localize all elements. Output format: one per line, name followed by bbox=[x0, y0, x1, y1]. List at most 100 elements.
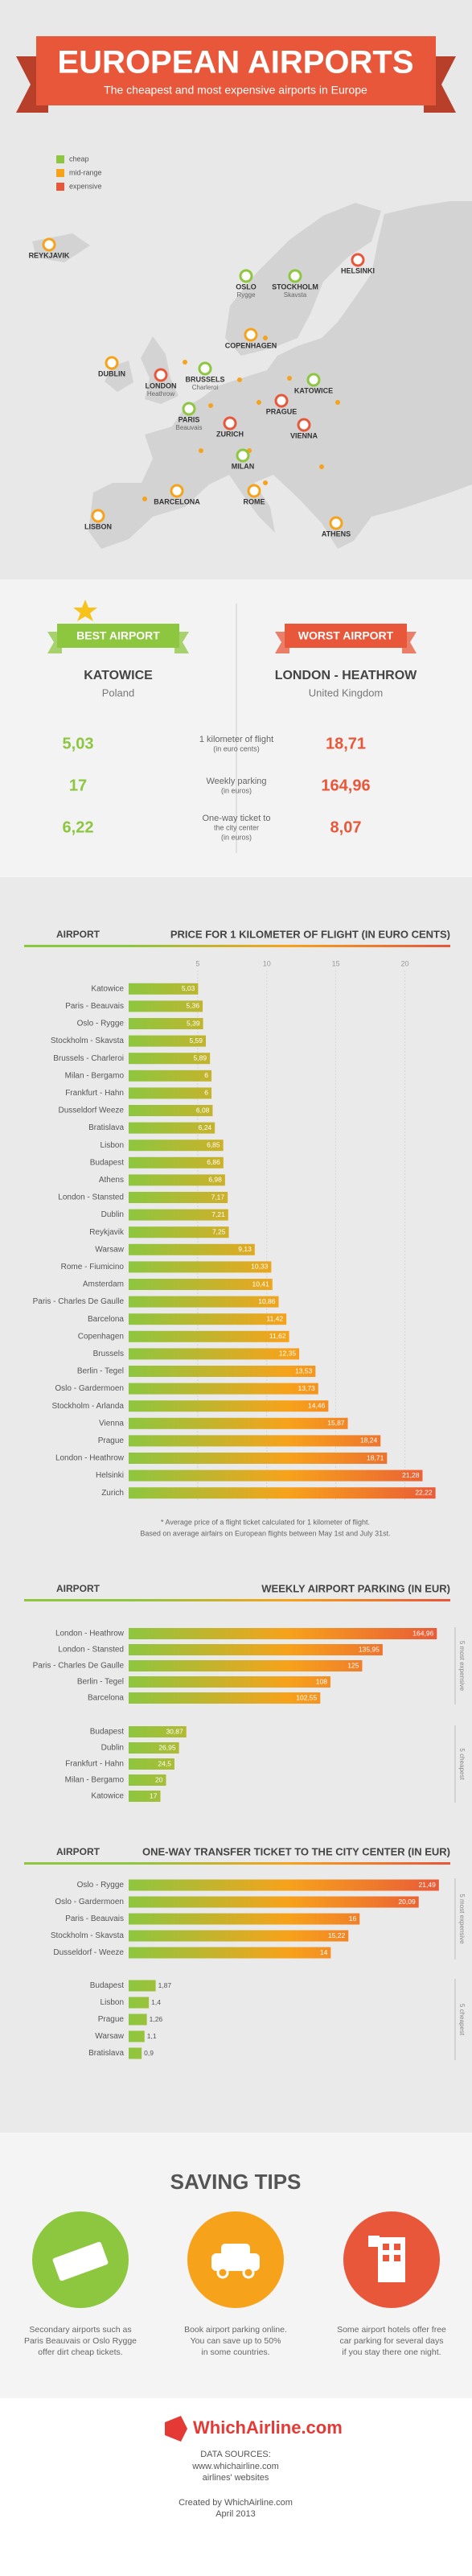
category-label: Vienna bbox=[99, 1419, 124, 1428]
bar bbox=[129, 1913, 360, 1925]
airport-name: LONDON - HEATHROW bbox=[275, 669, 417, 682]
logo-mark bbox=[165, 2416, 187, 2442]
row-label: (in euros) bbox=[221, 786, 252, 794]
tip-text: Some airport hotels offer free bbox=[337, 2325, 446, 2335]
category-label: Barcelona bbox=[88, 1694, 124, 1703]
value-label: 10,33 bbox=[251, 1263, 269, 1271]
city-marker bbox=[239, 269, 253, 283]
city-marker bbox=[288, 269, 302, 283]
city-name: MILAN bbox=[232, 462, 255, 470]
x-tick-label: 15 bbox=[332, 959, 340, 967]
value-label: 13,73 bbox=[298, 1384, 316, 1392]
value-label: 0,9 bbox=[144, 2049, 154, 2057]
value-label: 21,28 bbox=[402, 1471, 420, 1479]
bar bbox=[129, 1313, 287, 1325]
bar bbox=[129, 1676, 330, 1688]
city-name: BARCELONA bbox=[154, 497, 200, 505]
category-label: Budapest bbox=[90, 1158, 124, 1167]
city-name: ROME bbox=[244, 497, 265, 505]
bar bbox=[129, 983, 199, 995]
value-label: 9,13 bbox=[238, 1245, 252, 1253]
category-label: Dublin bbox=[101, 1744, 124, 1753]
city-marker bbox=[223, 416, 237, 431]
city-marker bbox=[297, 418, 311, 432]
bar bbox=[129, 1174, 225, 1186]
city-marker bbox=[198, 361, 212, 376]
x-tick-label: 20 bbox=[400, 959, 408, 967]
value-label: 5,03 bbox=[182, 984, 195, 992]
bar bbox=[129, 1628, 437, 1639]
value-label: 12,35 bbox=[279, 1350, 297, 1358]
bar bbox=[129, 1209, 228, 1221]
star bbox=[73, 600, 97, 621]
category-label: Frankfurt - Hahn bbox=[65, 1089, 124, 1098]
bar bbox=[129, 1070, 212, 1082]
category-label: London - Stansted bbox=[58, 1646, 124, 1655]
city-marker bbox=[351, 253, 365, 267]
bar bbox=[129, 1400, 329, 1412]
row-label: Weekly parking bbox=[207, 777, 267, 786]
value-label: 102,55 bbox=[296, 1693, 317, 1701]
bar bbox=[129, 1261, 272, 1273]
tip-text: car parking for several days bbox=[340, 2336, 444, 2346]
value-label: 18,71 bbox=[367, 1453, 384, 1461]
category-label: Barcelona bbox=[88, 1315, 124, 1324]
value-label: 21,49 bbox=[419, 1881, 437, 1889]
bar bbox=[129, 1053, 211, 1065]
worst-value: 18,71 bbox=[326, 735, 366, 752]
value-label: 135,95 bbox=[359, 1645, 380, 1653]
category-label: Milan - Bergamo bbox=[65, 1776, 125, 1785]
bar bbox=[129, 2047, 142, 2059]
chart-note: * Average price of a flight ticket calcu… bbox=[161, 1518, 370, 1526]
bar bbox=[129, 2030, 145, 2042]
category-label: Berlin - Tegel bbox=[77, 1678, 124, 1687]
bar bbox=[129, 1417, 348, 1429]
value-label: 7,17 bbox=[211, 1193, 225, 1201]
city-marker bbox=[236, 448, 250, 463]
row-label: One-way ticket to bbox=[203, 814, 271, 823]
legend-label: cheap bbox=[69, 155, 89, 163]
category-header: AIRPORT bbox=[56, 1846, 101, 1857]
value-label: 164,96 bbox=[412, 1629, 433, 1637]
value-label: 5,39 bbox=[187, 1019, 200, 1027]
city-marker bbox=[42, 237, 56, 252]
category-label: London - Heathrow bbox=[55, 1454, 125, 1463]
category-label: Milan - Bergamo bbox=[65, 1071, 125, 1080]
city-marker bbox=[105, 356, 119, 370]
city-name: LISBON bbox=[84, 522, 112, 530]
bar bbox=[129, 1758, 174, 1770]
city-name: ZURICH bbox=[216, 430, 244, 438]
group-label: 5 cheapest bbox=[458, 2004, 466, 2036]
city-name: COPENHAGEN bbox=[225, 341, 277, 349]
city-name: PRAGUE bbox=[266, 407, 298, 415]
bar bbox=[129, 1742, 179, 1754]
city-name: STOCKHOLM bbox=[272, 282, 318, 291]
bar bbox=[129, 1980, 156, 1992]
value-label: 20 bbox=[155, 1775, 163, 1783]
value-label: 125 bbox=[347, 1661, 359, 1669]
chart-title: PRICE FOR 1 KILOMETER OF FLIGHT (IN EURO… bbox=[170, 928, 450, 940]
value-label: 10,41 bbox=[252, 1280, 269, 1288]
category-label: Oslo - Gardermoen bbox=[55, 1384, 124, 1393]
category-label: Copenhagen bbox=[78, 1332, 124, 1341]
bar bbox=[129, 1156, 224, 1168]
category-label: Paris - Beauvais bbox=[65, 1002, 124, 1011]
city-name: VIENNA bbox=[290, 431, 318, 439]
category-label: Budapest bbox=[90, 1981, 124, 1990]
city-marker bbox=[274, 394, 289, 408]
value-label: 14 bbox=[320, 1948, 328, 1956]
category-label: Lisbon bbox=[101, 1998, 124, 2007]
group-label: 5 most expensive bbox=[458, 1894, 466, 1944]
best-value: 6,22 bbox=[63, 818, 94, 836]
bar bbox=[129, 1192, 228, 1203]
airport-country: Poland bbox=[102, 686, 134, 699]
bar bbox=[129, 1000, 203, 1012]
value-label: 16 bbox=[349, 1914, 357, 1923]
legend-swatch bbox=[56, 155, 64, 163]
bar bbox=[129, 1453, 388, 1464]
bar bbox=[129, 1383, 318, 1395]
city-marker bbox=[306, 373, 321, 387]
charts-background bbox=[0, 877, 472, 2133]
category-label: Reykjavik bbox=[89, 1228, 125, 1237]
